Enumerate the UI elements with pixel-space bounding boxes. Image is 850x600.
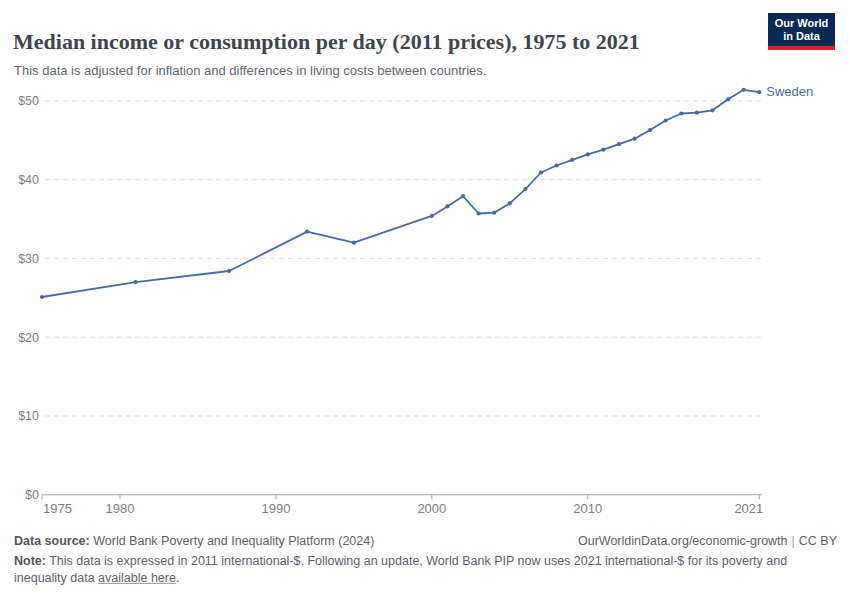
x-axis-label-1975: 1975 (43, 501, 72, 516)
data-point-sweden-2001[interactable] (445, 204, 449, 208)
data-point-sweden-2008[interactable] (555, 163, 559, 167)
data-point-sweden-1981[interactable] (134, 280, 138, 284)
owid-chart-page: Median income or consumption per day (20… (0, 0, 850, 600)
data-point-sweden-2015[interactable] (664, 118, 668, 122)
data-point-sweden-2009[interactable] (570, 158, 574, 162)
data-point-sweden-2000[interactable] (430, 214, 434, 218)
data-point-sweden-1995[interactable] (352, 241, 356, 245)
data-point-sweden-1992[interactable] (305, 230, 309, 234)
data-point-sweden-2011[interactable] (601, 148, 605, 152)
data-point-sweden-2003[interactable] (477, 211, 481, 215)
data-point-sweden-2017[interactable] (695, 111, 699, 115)
data-point-sweden-2004[interactable] (492, 211, 496, 215)
datasource-text: World Bank Poverty and Inequality Platfo… (90, 534, 375, 548)
note-label: Note: (14, 554, 46, 568)
y-axis-label-50: $50 (18, 94, 39, 108)
data-point-sweden-2018[interactable] (710, 108, 714, 112)
datasource-label: Data source: (14, 534, 90, 548)
note-available-here-link[interactable]: available here (98, 571, 176, 585)
attribution-separator: | (788, 534, 799, 548)
data-point-sweden-2006[interactable] (523, 187, 527, 191)
note-suffix: . (176, 571, 179, 585)
data-point-sweden-1975[interactable] (40, 295, 44, 299)
x-axis-label-1980: 1980 (106, 501, 135, 516)
footer-datasource: Data source: World Bank Poverty and Ineq… (14, 533, 574, 550)
series-line-sweden[interactable] (42, 90, 759, 297)
line-chart-canvas: $0 $10 $20 $30 $40 $50 1975 1980 1990 2000 2010 202… (0, 0, 850, 600)
license-link[interactable]: CC BY (799, 534, 837, 548)
x-axis-label-2021: 2021 (734, 501, 763, 516)
x-axis-label-2010: 2010 (573, 501, 602, 516)
data-point-sweden-2019[interactable] (726, 97, 730, 101)
data-point-sweden-2010[interactable] (586, 152, 590, 156)
data-point-sweden-2021[interactable] (757, 90, 761, 94)
data-point-sweden-2016[interactable] (679, 111, 683, 115)
footer-note: Note: This data is expressed in 2011 int… (14, 553, 810, 587)
data-point-sweden-2020[interactable] (742, 88, 746, 92)
y-axis-label-20: $20 (18, 331, 39, 345)
data-point-sweden-1987[interactable] (227, 269, 231, 273)
x-axis-label-2000: 2000 (417, 501, 446, 516)
data-point-sweden-2005[interactable] (508, 201, 512, 205)
data-point-sweden-2014[interactable] (648, 128, 652, 132)
x-axis-label-1990: 1990 (261, 501, 290, 516)
data-point-sweden-2007[interactable] (539, 170, 543, 174)
y-axis-label-0: $0 (25, 488, 39, 502)
y-axis-label-10: $10 (18, 409, 39, 423)
data-point-sweden-2002[interactable] (461, 194, 465, 198)
series-label-sweden[interactable]: Sweden (766, 84, 813, 99)
owid-url-link[interactable]: OurWorldinData.org/economic-growth (578, 534, 788, 548)
footer-attribution: OurWorldinData.org/economic-growth|CC BY (578, 533, 837, 550)
data-point-sweden-2012[interactable] (617, 142, 621, 146)
y-axis-label-30: $30 (18, 252, 39, 266)
y-axis-label-40: $40 (18, 173, 39, 187)
data-point-sweden-2013[interactable] (633, 137, 637, 141)
